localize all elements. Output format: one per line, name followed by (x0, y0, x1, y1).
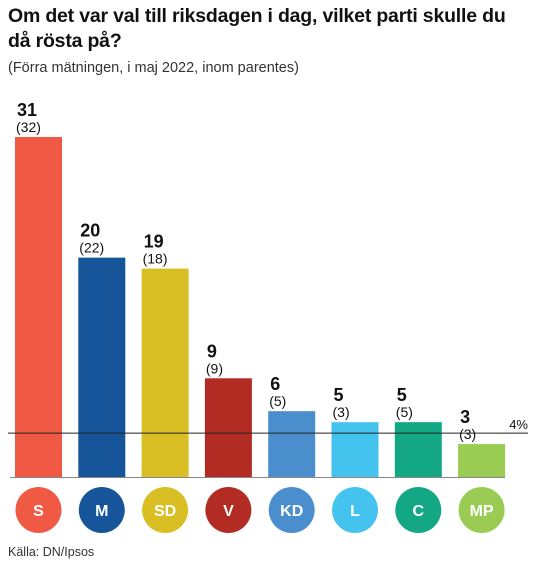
value-label-mp: 3 (460, 407, 470, 427)
bar-sd (141, 268, 189, 477)
party-label-l: L (350, 503, 360, 520)
previous-label-c: (5) (396, 404, 413, 420)
previous-label-m: (22) (79, 240, 104, 256)
party-label-m: M (95, 503, 108, 520)
party-badge-l (332, 487, 378, 533)
previous-label-v: (9) (206, 360, 223, 376)
bar-l (331, 422, 379, 477)
value-label-m: 20 (80, 221, 100, 241)
party-label-sd: SD (154, 503, 176, 520)
party-badge-kd (268, 487, 315, 533)
party-label-kd: KD (280, 503, 303, 520)
bar-v (204, 378, 252, 477)
chart-subtitle: (Förra mätningen, i maj 2022, inom paren… (8, 60, 299, 76)
previous-label-l: (3) (333, 404, 350, 420)
party-label-v: V (223, 503, 234, 520)
bar-m (78, 257, 126, 477)
bar-kd (268, 411, 316, 477)
party-label-c: C (413, 503, 425, 520)
threshold-label: 4% (509, 417, 528, 432)
party-badge-c (395, 487, 442, 533)
chart-title: Om det var val till riksdagen i dag, vil… (8, 5, 506, 52)
previous-label-kd: (5) (269, 393, 286, 409)
previous-label-mp: (3) (459, 426, 476, 442)
party-label-mp: MP (470, 503, 494, 520)
value-label-v: 9 (207, 341, 217, 361)
party-badge-mp (458, 487, 505, 533)
party-badge-m (78, 487, 125, 533)
value-label-kd: 6 (270, 374, 280, 394)
bar-chart: 31(32)S20(22)M19(18)SD9(9)V6(5)KD5(3)L5(… (8, 100, 528, 533)
bar-s (15, 137, 62, 477)
bar-mp (458, 444, 506, 477)
value-label-l: 5 (334, 385, 344, 405)
source-note: Källa: DN/Ipsos (8, 545, 95, 559)
bar-c (394, 422, 442, 477)
party-badge-v (205, 487, 252, 533)
previous-label-s: (32) (16, 119, 41, 135)
value-label-c: 5 (397, 385, 407, 405)
party-badge-sd (142, 487, 189, 533)
party-label-s: S (33, 503, 44, 520)
value-label-s: 31 (17, 100, 37, 120)
previous-label-sd: (18) (143, 251, 168, 267)
party-badge-s (15, 487, 62, 533)
value-label-sd: 19 (144, 232, 164, 252)
